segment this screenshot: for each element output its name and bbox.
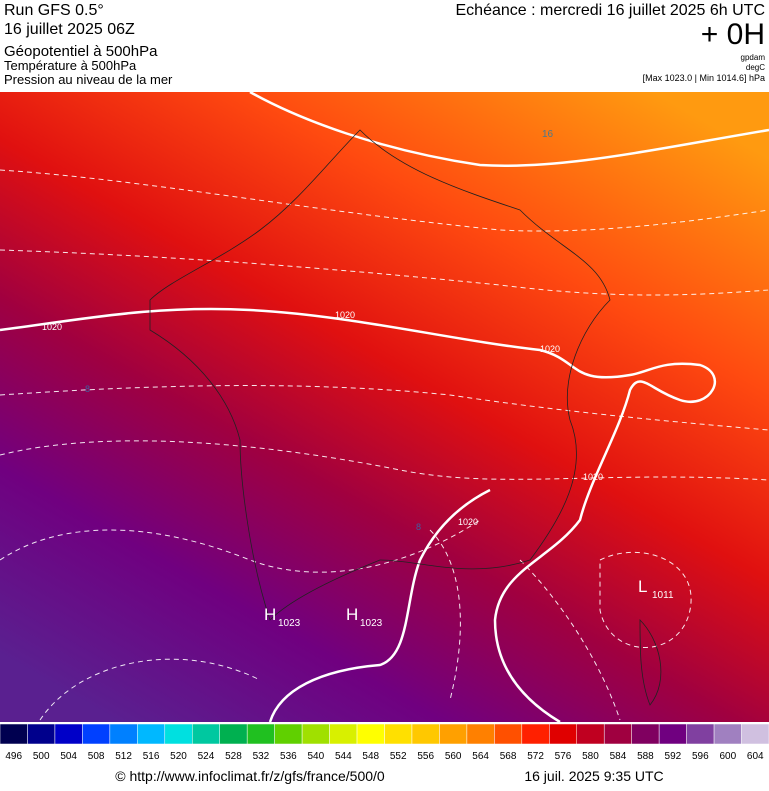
colorbar-label: 584 <box>610 751 627 762</box>
colorbar-swatch <box>0 723 28 745</box>
colorbar-label: 556 <box>417 751 434 762</box>
colorbar-swatch <box>356 723 385 745</box>
colorbar-label: 568 <box>500 751 517 762</box>
colorbar-label: 508 <box>88 751 105 762</box>
map-label: H <box>264 605 276 624</box>
unit: gpdam <box>741 53 766 62</box>
colorbar-swatch <box>658 723 687 745</box>
map-label: 1020 <box>335 310 355 320</box>
pressure-range: [Max 1023.0 | Min 1014.6] hPa <box>643 73 765 83</box>
colorbar-label: 592 <box>665 751 682 762</box>
colorbar-swatch <box>27 723 56 745</box>
colorbar-label: 540 <box>307 751 324 762</box>
colorbar-label: 528 <box>225 751 242 762</box>
colorbar-label: 572 <box>527 751 544 762</box>
colorbar-label: 496 <box>5 751 22 762</box>
map-label: 8 <box>416 522 421 532</box>
field-1: Géopotentiel à 500hPa <box>4 43 158 60</box>
map-label-value: 1023 <box>278 618 301 629</box>
colorbar-label: 564 <box>472 751 489 762</box>
colorbar-swatch <box>82 723 111 745</box>
map-label: 1020 <box>42 322 62 332</box>
run: Run GFS 0.5° <box>4 2 104 19</box>
colorbar-swatch <box>439 723 468 745</box>
map-label-value: 1011 <box>652 590 674 601</box>
colorbar-swatch <box>549 723 577 745</box>
colorbar-label: 580 <box>582 751 599 762</box>
colorbar-swatch <box>521 723 550 745</box>
echeance: Echéance : mercredi 16 juillet 2025 6h U… <box>456 2 766 19</box>
colorbar-label: 576 <box>555 751 572 762</box>
colorbar-swatch <box>164 723 193 745</box>
colorbar-swatch <box>494 723 523 745</box>
colorbar-swatch <box>246 723 275 745</box>
colorbar-label: 520 <box>170 751 187 762</box>
map-label: 1020 <box>583 472 603 482</box>
run-date: 16 juillet 2025 06Z <box>4 21 135 38</box>
map-label: L <box>638 577 647 596</box>
colorbar-label: 516 <box>143 751 160 762</box>
colorbar-label: 512 <box>115 751 132 762</box>
map-label: 1020 <box>458 517 478 527</box>
colorbar-swatch <box>411 723 440 745</box>
source: © http://www.infoclimat.fr/z/gfs/france/… <box>115 768 385 784</box>
colorbar-swatch <box>631 723 660 745</box>
map-label: 16 <box>542 129 554 140</box>
map-label: 1020 <box>540 344 560 354</box>
colorbar-swatch <box>466 723 495 745</box>
colorbar-swatch <box>274 723 303 745</box>
colorbar-swatch <box>384 723 413 745</box>
colorbar-label: 548 <box>362 751 379 762</box>
colorbar-label: 544 <box>335 751 352 762</box>
colorbar-label: 600 <box>719 751 736 762</box>
colorbar-swatch <box>137 723 166 745</box>
colorbar-swatch <box>329 723 358 745</box>
colorbar-swatch <box>301 723 330 745</box>
colorbar-label: 500 <box>33 751 50 762</box>
map-label: H <box>346 605 358 624</box>
field-3: Pression au niveau de la mer <box>4 72 173 87</box>
colorbar-label: 504 <box>60 751 77 762</box>
colorbar-label: 532 <box>253 751 270 762</box>
colorbar-swatch <box>109 723 138 745</box>
unit: degC <box>746 63 765 72</box>
timestamp: 16 juil. 2025 9:35 UTC <box>524 768 663 784</box>
colorbar-label: 604 <box>747 751 764 762</box>
map-label: 8 <box>85 384 90 394</box>
colorbar-swatch <box>192 723 220 745</box>
colorbar-label: 524 <box>198 751 215 762</box>
colorbar-swatch <box>686 723 715 745</box>
colorbar-swatch <box>54 723 83 745</box>
colorbar-swatch <box>741 723 769 745</box>
colorbar-label: 536 <box>280 751 297 762</box>
colorbar-swatch <box>219 723 248 745</box>
colorbar-label: 552 <box>390 751 407 762</box>
colorbar-label: 560 <box>445 751 462 762</box>
colorbar-label: 596 <box>692 751 709 762</box>
colorbar-swatch <box>576 723 605 745</box>
colorbar-label: 588 <box>637 751 654 762</box>
map <box>0 90 769 724</box>
offset: + 0H <box>701 18 765 51</box>
map-label-value: 1023 <box>360 618 383 629</box>
colorbar-swatch <box>603 723 632 745</box>
colorbar-swatch <box>713 723 742 745</box>
field-2: Température à 500hPa <box>4 58 137 73</box>
